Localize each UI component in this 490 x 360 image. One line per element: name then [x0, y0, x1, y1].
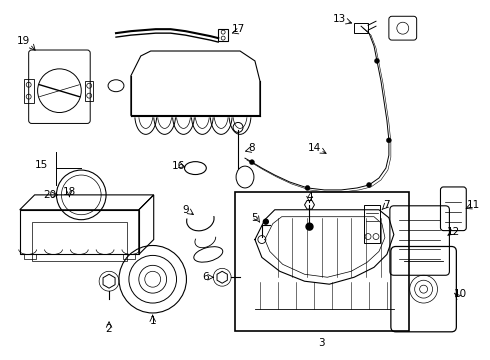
- Text: 5: 5: [251, 213, 258, 223]
- Text: 12: 12: [447, 226, 460, 237]
- Text: 20: 20: [43, 190, 56, 200]
- Bar: [32, 222, 127, 261]
- Text: 4: 4: [306, 192, 313, 202]
- Circle shape: [367, 183, 371, 188]
- Circle shape: [249, 159, 254, 165]
- Text: 19: 19: [17, 36, 30, 46]
- Circle shape: [387, 138, 392, 143]
- Bar: [123, 255, 135, 260]
- Text: 11: 11: [466, 200, 480, 210]
- Text: 15: 15: [35, 160, 48, 170]
- Bar: [235, 192, 409, 331]
- Text: 1: 1: [149, 316, 156, 326]
- Text: 18: 18: [63, 187, 76, 197]
- Bar: [364, 205, 380, 243]
- Bar: [24, 79, 34, 103]
- Bar: [24, 255, 36, 260]
- Circle shape: [374, 58, 379, 63]
- Text: 9: 9: [182, 205, 189, 215]
- Text: 6: 6: [202, 272, 209, 282]
- Text: 13: 13: [333, 14, 346, 24]
- Circle shape: [305, 185, 310, 190]
- Text: 16: 16: [172, 161, 185, 171]
- Circle shape: [306, 223, 313, 230]
- Circle shape: [263, 219, 269, 224]
- Text: 3: 3: [318, 338, 325, 348]
- Text: 7: 7: [384, 200, 390, 210]
- Bar: [218, 29, 228, 41]
- Bar: [354, 23, 368, 33]
- Text: 8: 8: [248, 143, 255, 153]
- Text: 2: 2: [106, 324, 112, 334]
- Text: 14: 14: [308, 143, 321, 153]
- Text: 10: 10: [454, 289, 467, 299]
- Bar: [85, 81, 93, 100]
- Text: 17: 17: [231, 24, 245, 34]
